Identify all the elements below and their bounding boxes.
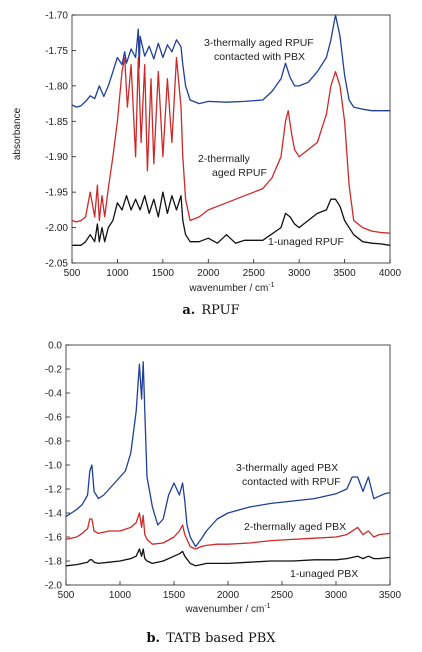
- x-tick-label: 500: [58, 590, 75, 601]
- series-label-pbx-2: 2-thermally aged PBX: [244, 521, 346, 533]
- x-axis-ticks-pbx: 500 1000 1500 2000 2500 3000 3500: [58, 581, 402, 601]
- x-tick-label: 1000: [109, 590, 132, 601]
- x-tick-label: 500: [64, 268, 81, 279]
- chart-tatb-pbx: 0.0 -0.2 -0.4 -0.6 -0.8 -1.0 -1.2 -1.4 -1.6 -1.8 -…: [45, 341, 402, 647]
- x-tick-label: 2500: [243, 268, 266, 279]
- series-line-rpuf-1: [71, 14, 390, 112]
- y-tick-label: -1.70: [45, 11, 68, 22]
- series-label-rpuf-3-line1: 3-thermally aged RPUF: [204, 37, 314, 49]
- y-tick-label: -0.4: [45, 389, 63, 400]
- y-tick-label: -1.80: [45, 81, 68, 92]
- series-line-pbx-2: [65, 512, 391, 550]
- x-tick-label: 3500: [333, 268, 356, 279]
- series-label-pbx-3-line1: 3-thermally aged PBX: [236, 462, 338, 474]
- series-line-rpuf-2: [71, 56, 391, 234]
- x-tick-label: 3000: [288, 268, 311, 279]
- y-tick-label: -1.0: [45, 461, 63, 472]
- series-line-rpuf-3: [72, 191, 391, 246]
- x-axis-label-rpuf: wavenumber / cm-1: [188, 282, 274, 294]
- y-tick-label: -0.2: [45, 365, 63, 376]
- series-label-rpuf-2-line1: 2-thermally: [198, 153, 251, 165]
- x-tick-label: 1500: [163, 590, 186, 601]
- y-tick-label: -2.00: [45, 223, 68, 234]
- y-tick-label: -1.8: [45, 557, 63, 568]
- series-label-rpuf-1: 1-unaged RPUF: [268, 236, 344, 248]
- y-tick-label: -0.6: [45, 413, 63, 424]
- y-axis-label-rpuf: absorbance: [12, 107, 23, 160]
- y-tick-label: -1.4: [45, 509, 63, 520]
- series-line-pbx-1: [65, 361, 391, 548]
- plot-frame-rpuf: [71, 14, 391, 264]
- y-axis-ticks-rpuf: -1.70 -1.75 -1.80 -1.85 -1.90 -1.95 -2.00 -2.05: [45, 11, 76, 270]
- series-label-rpuf-2-line2: aged RPUF: [212, 167, 267, 179]
- y-tick-label: -2.0: [45, 581, 63, 592]
- x-tick-label: 2000: [217, 590, 240, 601]
- x-axis-label-pbx: wavenumber / cm-1: [184, 603, 270, 615]
- series-label-pbx-3-line2: contacted with RPUF: [242, 476, 341, 488]
- series-group-rpuf: [71, 14, 391, 246]
- x-tick-label: 4000: [379, 268, 402, 279]
- series-line-pbx-3: [65, 548, 391, 567]
- series-label-rpuf-3-line2: contacted with PBX: [214, 51, 305, 63]
- y-tick-label: -1.6: [45, 533, 63, 544]
- y-tick-label: -2.05: [45, 259, 68, 270]
- series-label-pbx-1: 1-unaged PBX: [290, 568, 358, 580]
- caption-b: b. TATB based PBX: [146, 631, 276, 646]
- y-tick-label: 0.0: [48, 341, 62, 352]
- y-tick-label: -1.85: [45, 117, 68, 128]
- plot-frame-pbx: [65, 344, 391, 586]
- caption-a: a. RPUF: [182, 303, 239, 318]
- y-tick-label: -1.90: [45, 152, 68, 163]
- x-axis-ticks-rpuf: 500 1000 1500 2000 2500 3000 3500 4000: [64, 259, 402, 279]
- x-tick-label: 3000: [325, 590, 348, 601]
- x-tick-label: 1500: [152, 268, 175, 279]
- y-tick-label: -1.75: [45, 46, 68, 57]
- chart-rpuf: -1.70 -1.75 -1.80 -1.85 -1.90 -1.95 -2.00 -2.05…: [12, 11, 402, 319]
- y-tick-label: -0.8: [45, 437, 63, 448]
- series-group-pbx: [65, 361, 391, 567]
- y-axis-ticks-pbx: 0.0 -0.2 -0.4 -0.6 -0.8 -1.0 -1.2 -1.4 -1.6 -1.8 -…: [45, 341, 70, 592]
- x-tick-label: 1000: [106, 268, 129, 279]
- y-tick-label: -1.95: [45, 188, 68, 199]
- x-tick-label: 2000: [197, 268, 220, 279]
- x-tick-label: 2500: [271, 590, 294, 601]
- x-tick-label: 3500: [379, 590, 402, 601]
- y-tick-label: -1.2: [45, 485, 63, 496]
